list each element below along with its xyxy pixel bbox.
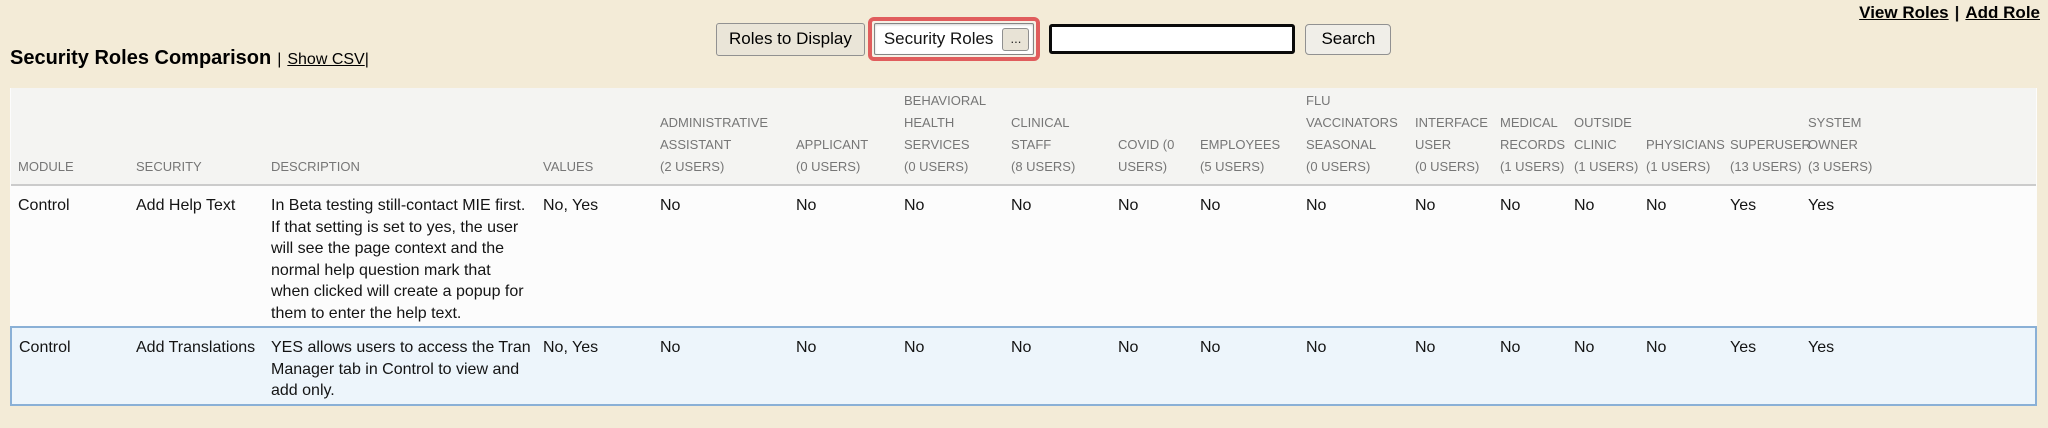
cell-security: Add Help Text [136, 197, 236, 214]
col-header-filler [1898, 88, 2036, 186]
cell-role-administrative-assistant: No [660, 339, 681, 356]
cell-role-system-owner: Yes [1808, 339, 1835, 356]
col-header-flu-vaccinators-seasonal: FLU VACCINATORS SEASONAL (0 USERS) [1306, 88, 1415, 186]
search-button[interactable]: Search [1305, 23, 1392, 55]
cell-role-covid: No [1118, 339, 1139, 356]
nav-links: View Roles | Add Role [1859, 3, 2040, 23]
cell-description: In Beta testing still-contact MIE first.… [271, 197, 526, 322]
cell-role-medical-records: No [1500, 197, 1521, 214]
cell-role-covid: No [1118, 197, 1139, 214]
cell-role-system-owner: Yes [1808, 197, 1835, 214]
col-header-values: VALUES [543, 88, 660, 186]
page-heading-row: Security Roles Comparison | Show CSV | [10, 47, 375, 70]
table-header-row: MODULE SECURITY DESCRIPTION VALUES ADMINISTR… [11, 88, 2036, 186]
col-header-medical-records: MEDICAL RECORDS (1 USERS) [1500, 88, 1574, 186]
col-header-administrative-assistant: ADMINISTRATIVE ASSISTANT (2 USERS) [660, 88, 796, 186]
page-title: Security Roles Comparison [10, 47, 272, 69]
cell-role-behavioral-health-services: No [904, 197, 925, 214]
cell-role-employees: No [1200, 339, 1221, 356]
cell-role-interface-user: No [1415, 339, 1436, 356]
roles-toolbar: Roles to Display Security Roles ... Sear… [716, 17, 1392, 61]
table-row-add-help-text[interactable]: Control Add Help Text In Beta testing stil… [11, 185, 2036, 327]
cell-role-clinical-staff: No [1011, 339, 1032, 356]
roles-filter-highlight: Security Roles ... [867, 17, 1041, 61]
cell-role-interface-user: No [1415, 197, 1436, 214]
col-header-description: DESCRIPTION [271, 88, 543, 186]
col-header-clinical-staff: CLINICAL STAFF (8 USERS) [1011, 88, 1118, 186]
title-trailing-separator: | [364, 51, 369, 68]
cell-filler [1898, 327, 2036, 405]
cell-role-physicians: No [1646, 197, 1667, 214]
cell-values: No, Yes [543, 197, 599, 214]
cell-role-physicians: No [1646, 339, 1667, 356]
cell-role-outside-clinic: No [1574, 339, 1595, 356]
roles-filter-value: Security Roles [883, 29, 994, 48]
title-separator: | [277, 51, 282, 68]
cell-security: Add Translations [136, 339, 256, 356]
view-roles-link[interactable]: View Roles [1859, 3, 1949, 22]
col-header-physicians: PHYSICIANS (1 USERS) [1646, 88, 1730, 186]
col-header-superuser: SUPERUSER (13 USERS) [1730, 88, 1811, 186]
security-roles-table: MODULE SECURITY DESCRIPTION VALUES ADMINISTR… [10, 88, 2037, 406]
roles-filter-expand-button[interactable]: ... [1002, 27, 1030, 51]
col-header-module: MODULE [11, 88, 136, 186]
col-header-applicant: APPLICANT (0 USERS) [796, 88, 904, 186]
cell-role-employees: No [1200, 197, 1221, 214]
cell-role-superuser: Yes [1730, 339, 1757, 356]
cell-role-outside-clinic: No [1574, 197, 1595, 214]
table-row-add-translations[interactable]: Control Add Translations YES allows users … [11, 327, 2036, 405]
col-header-behavioral-health-services: BEHAVIORAL HEALTH SERVICES (0 USERS) [904, 88, 1011, 186]
cell-role-medical-records: No [1500, 339, 1521, 356]
roles-to-display-button[interactable]: Roles to Display [716, 22, 865, 56]
search-input[interactable] [1049, 24, 1296, 54]
col-header-system-owner: SYSTEM OWNER (3 USERS) [1808, 88, 1898, 186]
cell-role-flu-vaccinators-seasonal: No [1306, 339, 1327, 356]
cell-role-behavioral-health-services: No [904, 339, 925, 356]
cell-values: No, Yes [543, 339, 599, 356]
add-role-link[interactable]: Add Role [1965, 3, 2040, 22]
cell-role-superuser: Yes [1730, 197, 1757, 214]
cell-role-flu-vaccinators-seasonal: No [1306, 197, 1327, 214]
cell-role-applicant: No [796, 197, 817, 214]
cell-description: YES allows users to access the Tran Mana… [271, 339, 531, 399]
cell-module: Control [18, 197, 70, 214]
col-header-interface-user: INTERFACE USER (0 USERS) [1415, 88, 1500, 186]
cell-module: Control [19, 339, 71, 356]
col-header-employees: EMPLOYEES (5 USERS) [1200, 88, 1306, 186]
cell-role-applicant: No [796, 339, 817, 356]
cell-role-administrative-assistant: No [660, 197, 681, 214]
cell-role-clinical-staff: No [1011, 197, 1032, 214]
col-header-outside-clinic: OUTSIDE CLINIC (1 USERS) [1574, 88, 1646, 186]
cell-filler [1898, 185, 2036, 327]
show-csv-link[interactable]: Show CSV [287, 51, 365, 68]
col-header-security: SECURITY [136, 88, 271, 186]
nav-separator: | [1954, 3, 1960, 22]
roles-filter-combobox[interactable]: Security Roles ... [873, 23, 1035, 55]
col-header-covid: COVID (0 USERS) [1118, 88, 1200, 186]
